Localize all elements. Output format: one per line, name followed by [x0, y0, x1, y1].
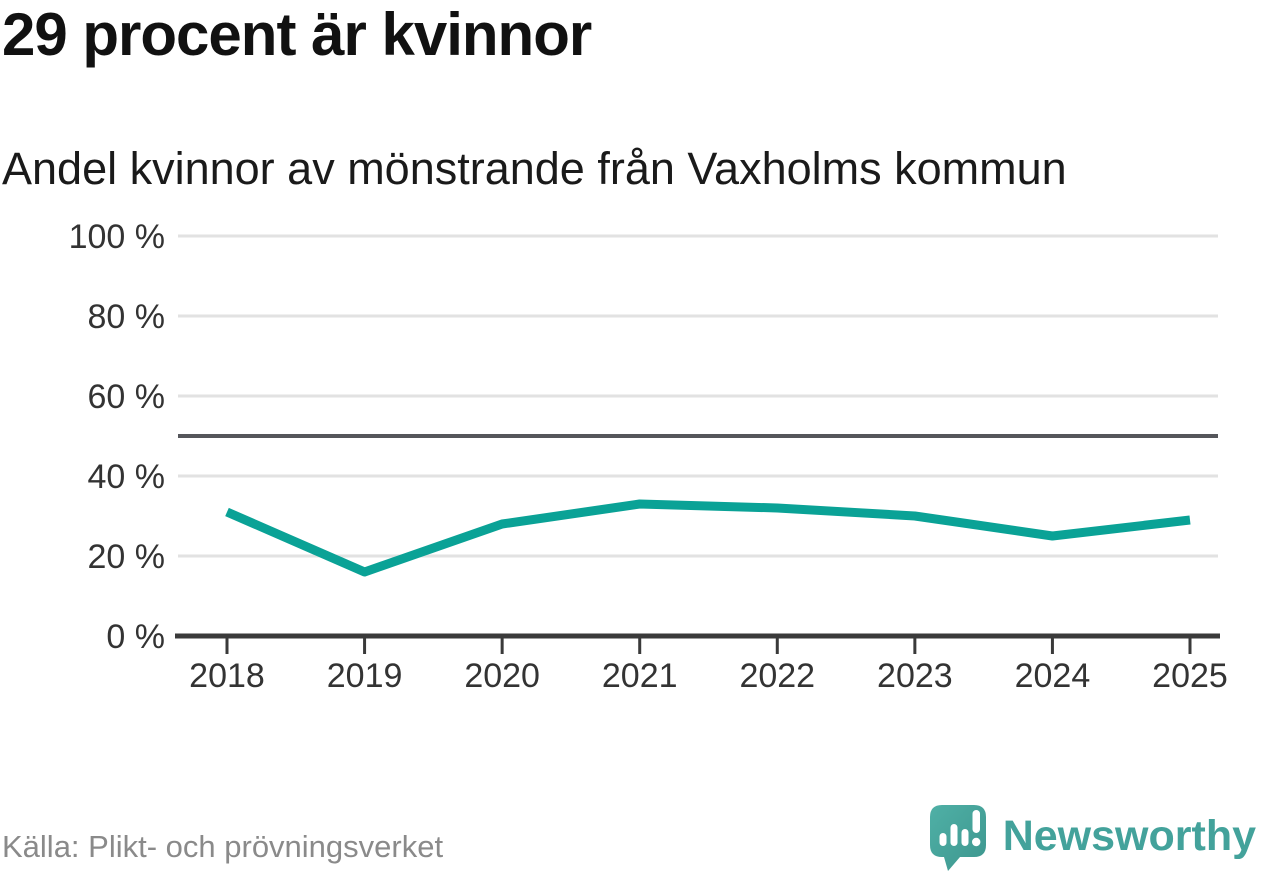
y-axis-label: 0 % — [106, 618, 165, 656]
y-axis-label: 40 % — [88, 458, 166, 496]
x-axis-label: 2019 — [327, 657, 403, 695]
x-axis-label: 2022 — [739, 657, 815, 695]
x-axis-label: 2020 — [464, 657, 540, 695]
line-chart: 0 % 20 % 40 % 60 % 80 % 100 % 2018 2019 2020 2021… — [69, 218, 1228, 695]
speech-bubble-shape — [929, 805, 986, 871]
newsworthy-logo-text: Newsworthy — [1002, 811, 1256, 860]
y-axis-label: 20 % — [88, 538, 166, 576]
bar-chart-icon — [939, 824, 969, 846]
chart-title: 29 procent är kvinnor — [2, 1, 592, 68]
x-axis-label: 2024 — [1015, 657, 1091, 695]
y-axis-label: 60 % — [88, 378, 166, 416]
newsworthy-logo-icon — [929, 805, 986, 871]
x-axis-label: 2025 — [1152, 657, 1228, 695]
newsworthy-logo: Newsworthy — [926, 801, 1256, 871]
source-text: Källa: Plikt- och prövningsverket — [2, 829, 444, 864]
exclamation-icon — [971, 810, 981, 847]
x-axis-label: 2021 — [602, 657, 678, 695]
chart-subtitle: Andel kvinnor av mönstrande från Vaxholm… — [2, 143, 1067, 194]
x-axis-label: 2023 — [877, 657, 953, 695]
y-axis-label: 100 % — [69, 218, 165, 256]
x-axis-label: 2018 — [189, 657, 265, 695]
data-line — [225, 499, 1191, 577]
y-axis-label: 80 % — [88, 298, 166, 336]
